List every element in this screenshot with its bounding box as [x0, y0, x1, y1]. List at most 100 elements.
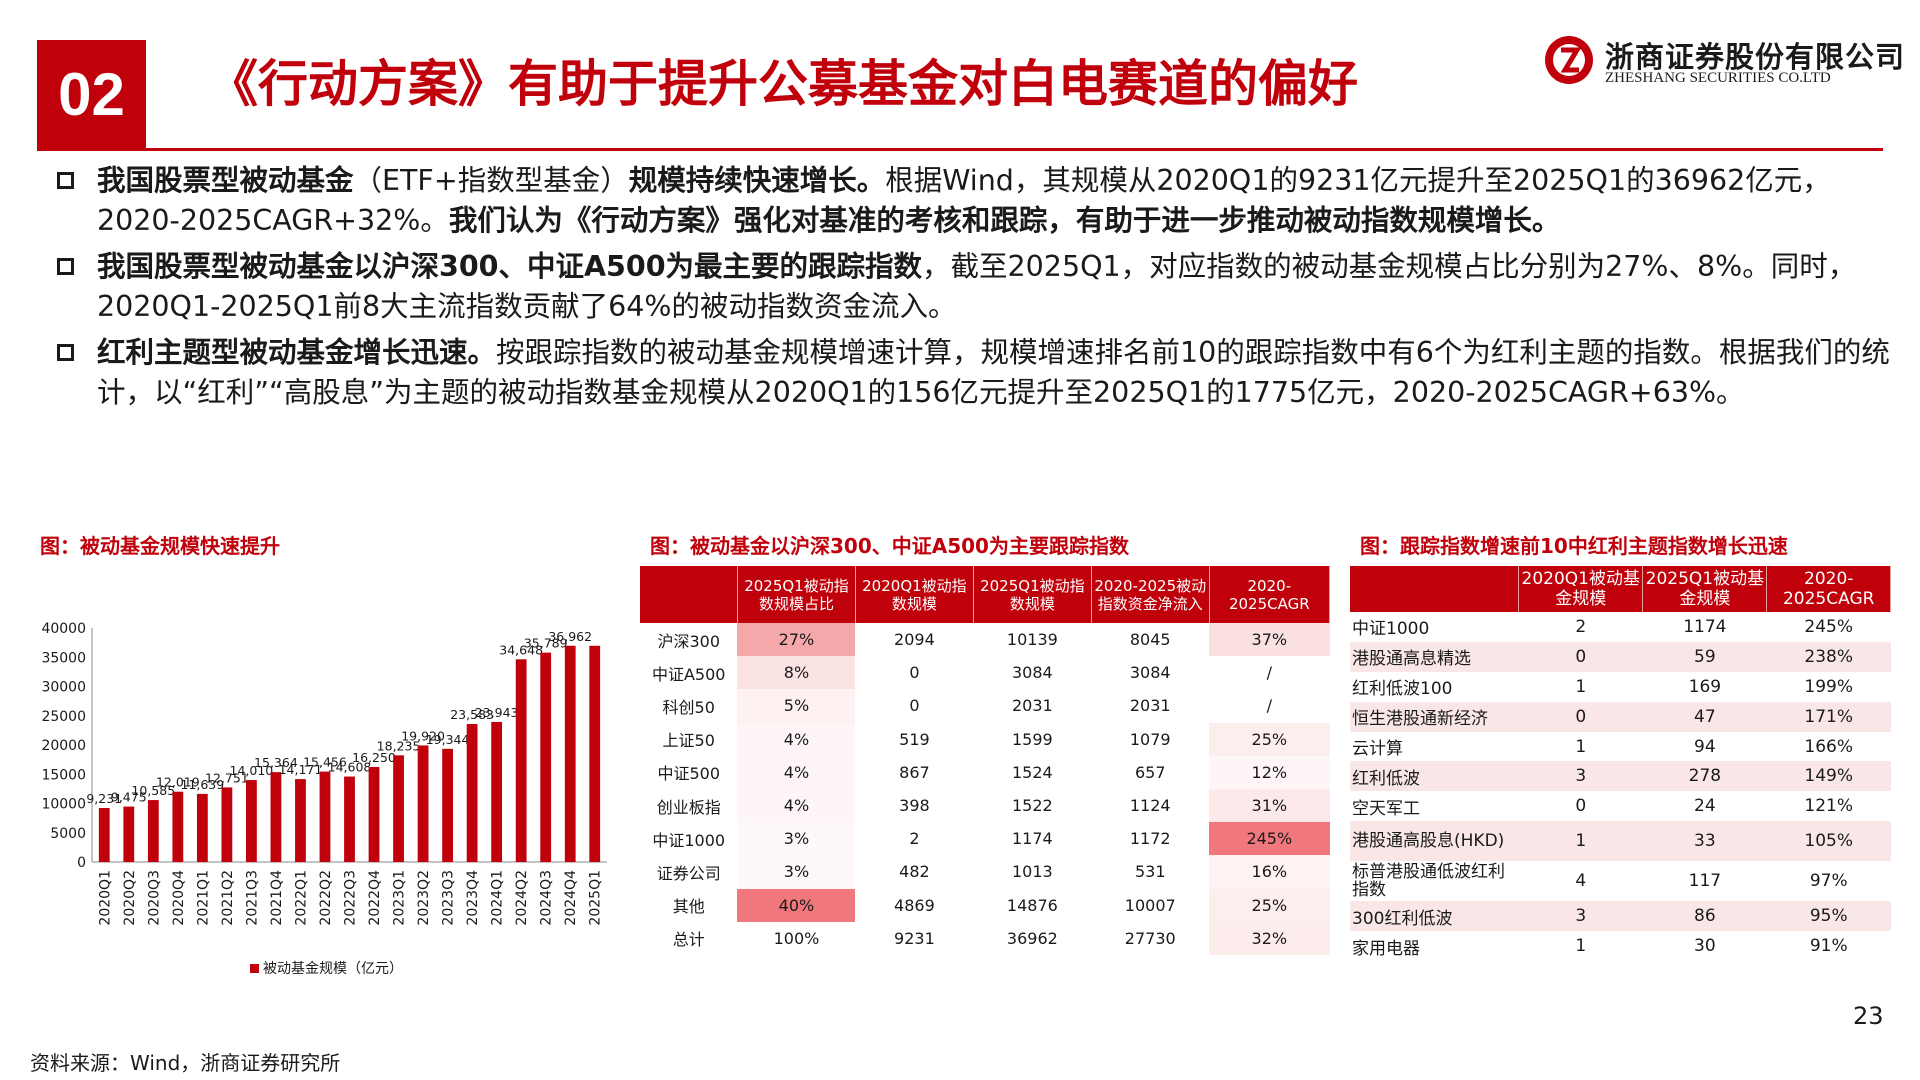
bullet-text: 红利主题型被动基金增长迅速。按跟踪指数的被动基金规模增速计算，规模增速排名前10… — [97, 336, 1890, 409]
table-cell: 4% — [737, 755, 856, 789]
x-tick-label: 2024Q4 — [563, 870, 579, 926]
table-cell: 166% — [1804, 736, 1854, 757]
table-row-label: 科创50 — [662, 697, 715, 717]
x-tick-label: 2023Q2 — [416, 870, 432, 926]
table-row: 科创50 5% 0 2031 2031 / — [640, 689, 1330, 723]
bar — [147, 800, 159, 862]
bar-data-label: 12,751 — [205, 770, 249, 785]
table-row: 其他 40% 4869 14876 10007 25% — [640, 888, 1330, 922]
table-row-label: 港股通高息精选 — [1350, 641, 1519, 672]
table-cell: 59 — [1642, 641, 1767, 672]
bar-data-label: 14,010 — [230, 763, 274, 778]
table-header-cell — [1350, 566, 1520, 612]
table2-caption: 图：跟踪指数增速前10中红利主题指数增长迅速 — [1360, 534, 1788, 558]
table-header-cell: 2020-2025CAGR — [1766, 566, 1891, 612]
table-cell: 0 — [1518, 641, 1643, 672]
page-title: 《行动方案》有助于提升公募基金对白电赛道的偏好 — [208, 55, 1358, 113]
table-row: 证券公司 3% 482 1013 531 16% — [640, 855, 1330, 889]
table-cell: 9231 — [894, 928, 935, 948]
y-tick-label: 30000 — [41, 680, 86, 696]
header-divider — [37, 148, 1883, 151]
table-cell: 398 — [899, 796, 930, 816]
table-row: 300红利低波 3 86 95% — [1350, 901, 1891, 932]
table-cell: 37% — [1209, 623, 1330, 657]
bar — [319, 771, 331, 862]
bar-data-label: 35,789 — [524, 636, 568, 651]
bullet-bold-text: 我们认为《行动方案》强化对基准的考核和跟踪，有助于进一步推动被动指数规模增长。 — [448, 204, 1561, 237]
bar-data-label: 34,648 — [499, 642, 543, 657]
passive-fund-size-bar-chart: 0 5000 10000 15000 20000 25000 30000 35000 40000… — [41, 621, 607, 977]
table-cell: 245% — [1804, 616, 1854, 637]
bullet-square-icon — [57, 344, 74, 361]
table-row: 中证1000 2 1174 245% — [1350, 612, 1891, 642]
bullet-item: 我国股票型被动基金以沪深300、中证A500为最主要的跟踪指数，截至2025Q1… — [55, 247, 1895, 327]
table-cell: / — [1209, 689, 1330, 723]
page-number: 23 — [1853, 1002, 1884, 1030]
bar-data-label: 23,943 — [475, 705, 519, 720]
bar — [564, 645, 576, 862]
table-cell: 86 — [1642, 901, 1767, 932]
table-row-label: 证券公司 — [656, 863, 721, 883]
table-header-cell: 2020-2025被动指数资金净流入 — [1091, 566, 1210, 623]
table-row-label: 港股通高股息(HKD) — [1350, 821, 1519, 862]
table-row: 标普港股通低波红利指数 4 117 97% — [1350, 861, 1891, 901]
table-cell: 3 — [1518, 901, 1643, 932]
y-tick-label: 10000 — [41, 797, 86, 813]
bullet-bold-text: 我国股票型被动基金以沪深300、中证A500为最主要的跟踪指数 — [97, 250, 923, 283]
table-row: 总计 100% 9231 36962 27730 32% — [640, 921, 1330, 955]
tracking-index-table: 2025Q1被动指数规模占比 2020Q1被动指数规模 2025Q1被动指数规模 20… — [640, 566, 1331, 955]
table1-caption: 图：被动基金以沪深300、中证A500为主要跟踪指数 — [650, 534, 1129, 558]
table-header-cell — [640, 566, 738, 623]
table-cell: 2 — [1575, 616, 1587, 637]
bar-data-label: 18,235 — [377, 738, 421, 753]
table-row-label: 总计 — [672, 930, 705, 950]
bar — [246, 780, 257, 862]
x-tick-label: 2021Q2 — [220, 870, 236, 926]
table-cell: 14876 — [1006, 895, 1058, 915]
bullet-list: 我国股票型被动基金（ETF+指数型基金）规模持续快速增长。根据Wind，其规模从… — [55, 161, 1895, 419]
table-cell: 3084 — [1129, 663, 1171, 683]
bullet-plain-text: 根据Wind，其规模从2020Q1的9231亿元提升至2025Q1的36962亿… — [97, 164, 1831, 237]
table-row: 红利低波100 1 169 199% — [1350, 672, 1891, 702]
bar — [368, 766, 380, 862]
x-tick-label: 2025Q1 — [588, 870, 604, 926]
bullet-plain-text: 按跟踪指数的被动基金规模增速计算，规模增速排名前10的跟踪指数中有6个为红利主题… — [97, 336, 1890, 409]
bar-data-label: 9,475 — [111, 790, 147, 805]
x-tick-label: 2023Q4 — [465, 870, 481, 926]
y-tick-label: 40000 — [41, 621, 86, 637]
logo-company-name-cn: 浙商证券股份有限公司 — [1605, 40, 1906, 74]
table-header-cell: 2025Q1被动基金规模 — [1642, 566, 1768, 612]
table-row-label: 恒生港股通新经济 — [1350, 701, 1519, 732]
table-cell: 30 — [1694, 936, 1716, 957]
legend-label: 被动基金规模（亿元） — [263, 960, 403, 977]
table-row-label: 标普港股通低波红利指数 — [1352, 862, 1505, 901]
bullet-text: 我国股票型被动基金以沪深300、中证A500为最主要的跟踪指数，截至2025Q1… — [97, 250, 1856, 323]
table-row-label: 上证50 — [662, 731, 715, 751]
bar-data-label: 23,583 — [450, 707, 494, 722]
bar — [172, 791, 184, 862]
x-tick-label: 2020Q1 — [97, 870, 113, 926]
table-cell: 867 — [899, 762, 930, 782]
bar-data-label: 16,250 — [352, 750, 396, 765]
x-tick-label: 2023Q1 — [392, 870, 408, 926]
chart-caption: 图：被动基金规模快速提升 — [40, 534, 280, 558]
table-cell: 4% — [737, 722, 856, 756]
table-row-label: 中证1000 — [1352, 619, 1430, 640]
table-cell: 1 — [1575, 936, 1587, 957]
bullet-square-icon — [57, 172, 74, 189]
table-cell: 1599 — [1012, 729, 1053, 749]
bar-data-label: 11,639 — [180, 777, 224, 792]
table-cell: 12% — [1209, 755, 1330, 789]
table-row: 恒生港股通新经济 0 47 171% — [1350, 701, 1891, 732]
bar-data-label: 12,019 — [156, 775, 200, 790]
bullet-bold-text: 我国股票型被动基金 — [97, 164, 354, 197]
table-header-cell: 2020Q1被动指数规模 — [855, 566, 974, 623]
y-tick-label: 0 — [77, 855, 86, 871]
table-header-cell: 2020Q1被动基金规模 — [1518, 566, 1644, 612]
table-header-cell: 2025Q1被动指数规模 — [973, 566, 1092, 623]
x-tick-label: 2022Q4 — [367, 870, 383, 926]
bullet-square-icon — [57, 258, 74, 275]
bar — [540, 652, 552, 862]
table-cell: 1172 — [1129, 829, 1171, 849]
table-cell: 3084 — [1012, 663, 1053, 683]
